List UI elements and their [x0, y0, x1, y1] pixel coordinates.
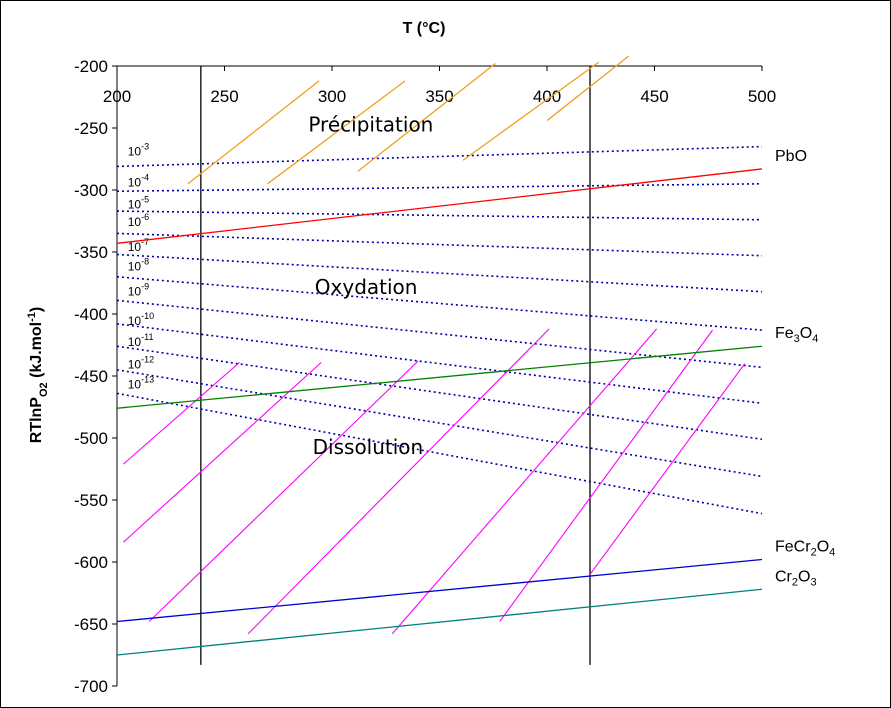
- pressure-isobar-line: [116, 345, 763, 441]
- region-annotation: Oxydation: [315, 275, 418, 299]
- pressure-isobar-line: [116, 210, 763, 221]
- x-tick-label: 450: [640, 87, 668, 106]
- x-tick-label: 500: [748, 87, 776, 106]
- pressure-isobar-line: [116, 253, 763, 293]
- series-label-fe3o4: Fe3O4: [775, 325, 818, 345]
- series-line-cr2o3: [116, 588, 763, 656]
- dissolution-line: [148, 360, 419, 622]
- y-tick-label: -500: [74, 429, 108, 448]
- dissolution-line: [247, 328, 550, 635]
- pressure-isobar-line: [116, 232, 763, 257]
- precipitation-line: [546, 55, 630, 122]
- x-tick-label: 200: [103, 87, 131, 106]
- precipitation-line: [462, 61, 599, 161]
- x-tick-label: 350: [425, 87, 453, 106]
- precipitation-line: [187, 80, 320, 185]
- series-line-pbo: [116, 168, 763, 244]
- x-tick-label: 400: [533, 87, 561, 106]
- y-axis-title: RTlnPO2 (kJ.mol-1): [26, 307, 50, 443]
- y-tick-label: -700: [74, 677, 108, 696]
- dissolution-line: [391, 328, 658, 635]
- pressure-label: 10-9: [128, 281, 149, 298]
- y-tick-label: -200: [74, 57, 108, 76]
- pressure-isobar-line: [116, 392, 763, 515]
- pressure-label: 10-4: [128, 172, 149, 189]
- region-annotation: Précipitation: [308, 113, 433, 137]
- pressure-label: 10-10: [128, 311, 154, 328]
- pressure-isobar-line: [116, 276, 763, 331]
- pressure-label: 10-3: [128, 141, 149, 158]
- pressure-label: 10-8: [128, 257, 149, 274]
- y-tick-label: -450: [74, 367, 108, 386]
- dissolution-line: [123, 361, 240, 465]
- x-axis-title: T (°C): [403, 20, 446, 37]
- series-line-fecr2o4: [116, 558, 763, 623]
- dissolution-line: [123, 361, 322, 543]
- pressure-isobar-line: [116, 183, 763, 193]
- pressure-label: 10-7: [128, 237, 149, 254]
- pressure-label: 10-5: [128, 195, 149, 212]
- series-label-cr2o3: Cr2O3: [775, 568, 817, 588]
- dissolution-line: [589, 363, 746, 575]
- plot-area: -200 -250 -300 -350 -400 -450 -500 -550 -600 -650…: [74, 55, 835, 696]
- x-tick-label: 250: [210, 87, 238, 106]
- pressure-label: 10-11: [128, 332, 154, 349]
- y-tick-label: -550: [74, 491, 108, 510]
- y-tick-label: -350: [74, 243, 108, 262]
- precipitation-line: [267, 80, 406, 185]
- series-label-fecr2o4: FeCr2O4: [775, 539, 835, 559]
- y-tick-label: -650: [74, 615, 108, 634]
- dissolution-line: [499, 329, 713, 622]
- y-tick-label: -400: [74, 305, 108, 324]
- pressure-isobar-line: [116, 323, 763, 405]
- x-tick-label: 300: [318, 87, 346, 106]
- pressure-label: 10-6: [128, 212, 149, 229]
- y-axis-title-group: RTlnPO2 (kJ.mol-1): [26, 307, 50, 443]
- series-label-pbo: PbO: [775, 148, 807, 165]
- pressure-isobar-line: [116, 369, 763, 478]
- y-tick-label: -300: [74, 181, 108, 200]
- pressure-label: 10-13: [128, 374, 154, 391]
- pressure-label: 10-12: [128, 355, 154, 372]
- series-line-fe3o4: [116, 345, 763, 409]
- region-annotation: Dissolution: [313, 435, 424, 459]
- precipitation-line: [357, 63, 496, 172]
- y-tick-label: -250: [74, 119, 108, 138]
- pressure-isobar-line: [116, 299, 763, 369]
- y-tick-label: -600: [74, 553, 108, 572]
